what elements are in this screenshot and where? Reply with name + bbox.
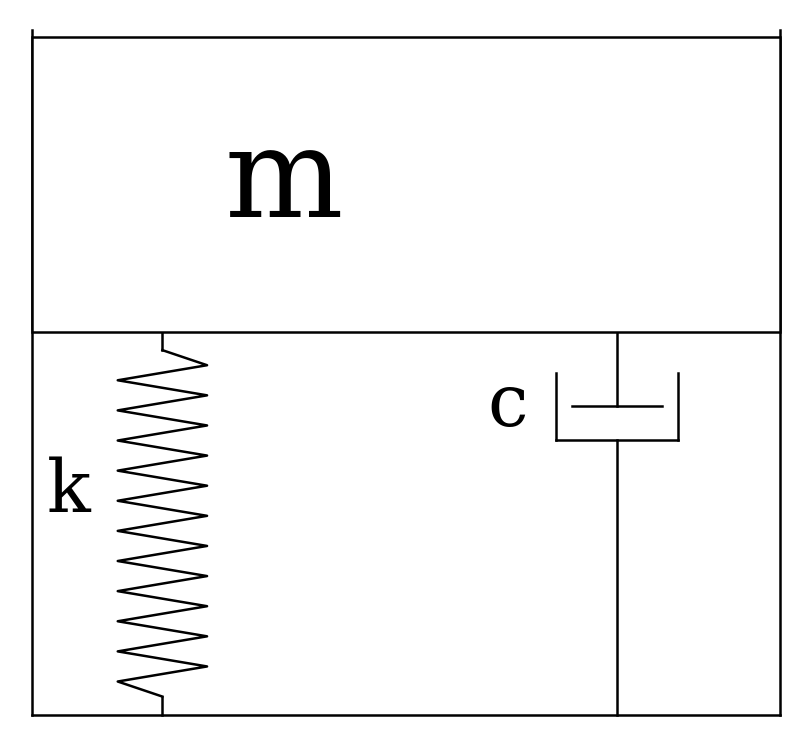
Text: k: k	[47, 457, 91, 527]
Text: m: m	[225, 122, 343, 243]
Bar	[32, 37, 779, 332]
Text: c: c	[487, 371, 527, 441]
